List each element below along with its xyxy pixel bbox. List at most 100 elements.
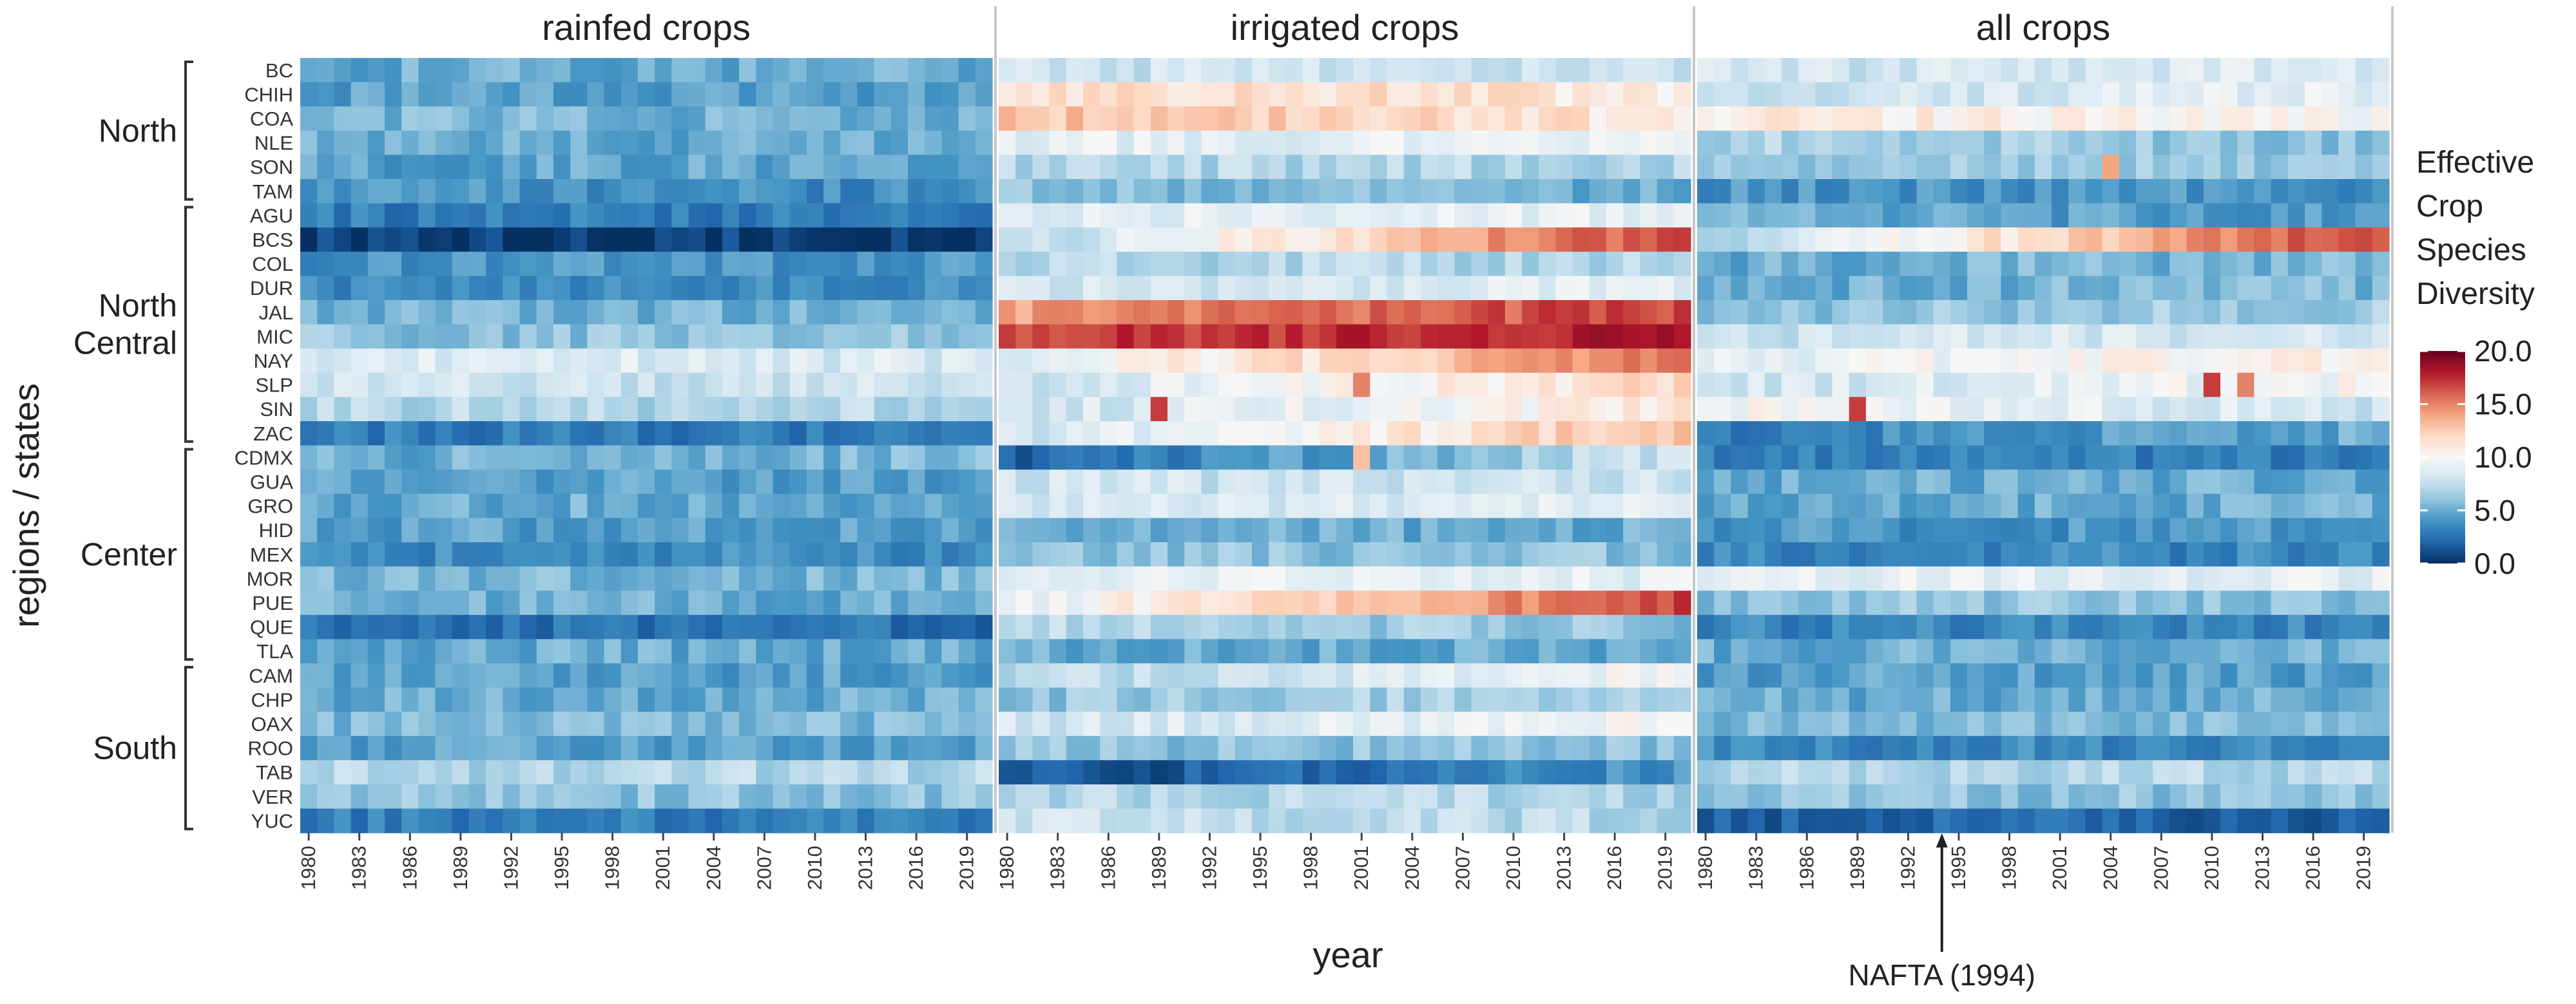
heat-cell bbox=[1865, 130, 1883, 155]
heat-cell bbox=[789, 58, 807, 83]
heat-cell bbox=[384, 324, 402, 349]
heat-cell bbox=[2237, 397, 2255, 422]
heat-cell bbox=[1916, 566, 1934, 591]
heat-cell bbox=[1899, 663, 1918, 688]
heat-cell bbox=[908, 130, 925, 155]
heat-cell bbox=[655, 493, 672, 518]
heat-cell bbox=[1082, 591, 1101, 616]
heat-cell bbox=[553, 808, 571, 833]
heat-cell bbox=[1100, 155, 1117, 180]
heat-cell bbox=[604, 663, 622, 688]
heat-cell bbox=[1697, 58, 1715, 83]
heat-cell bbox=[2136, 760, 2153, 785]
heat-cell bbox=[1403, 82, 1421, 107]
heat-cell bbox=[908, 155, 925, 180]
heat-cell bbox=[1387, 566, 1405, 591]
heat-cell bbox=[2220, 155, 2238, 180]
heat-cell bbox=[705, 542, 723, 567]
heat-cell bbox=[1539, 82, 1557, 107]
heat-cell bbox=[1251, 130, 1269, 155]
heat-cell bbox=[874, 542, 892, 567]
heat-cell bbox=[2119, 735, 2137, 761]
heat-cell bbox=[1336, 614, 1354, 639]
heat-cell bbox=[671, 566, 689, 591]
heat-cell bbox=[2085, 203, 2103, 228]
heat-cell bbox=[1522, 808, 1539, 833]
heat-cell bbox=[1781, 712, 1799, 737]
heat-cell bbox=[587, 421, 605, 446]
heat-cell bbox=[1471, 518, 1489, 543]
heat-cell bbox=[317, 542, 334, 567]
heat-cell bbox=[1387, 421, 1405, 446]
heat-cell bbox=[1319, 735, 1337, 761]
heat-cell bbox=[553, 493, 571, 518]
heat-cell bbox=[1066, 712, 1084, 737]
heat-cell bbox=[2068, 227, 2086, 252]
heat-cell bbox=[2085, 106, 2103, 131]
heat-cell bbox=[300, 639, 318, 664]
heat-cell bbox=[857, 227, 875, 252]
heat-cell bbox=[2203, 58, 2221, 83]
heat-cell bbox=[300, 179, 318, 204]
heat-cell bbox=[519, 58, 537, 83]
heat-cell bbox=[1100, 203, 1117, 228]
heat-cell bbox=[1657, 227, 1675, 252]
heat-cell bbox=[1673, 324, 1691, 349]
heat-cell bbox=[1781, 82, 1799, 107]
heat-cell bbox=[1437, 130, 1455, 155]
heat-cell bbox=[1201, 614, 1219, 639]
heat-cell bbox=[468, 179, 486, 204]
heat-cell bbox=[367, 155, 385, 180]
heat-cell bbox=[1167, 712, 1185, 737]
heat-cell bbox=[1150, 251, 1168, 276]
heat-cell bbox=[1899, 300, 1918, 325]
heat-cell bbox=[300, 687, 318, 712]
heat-cell bbox=[2119, 300, 2137, 325]
state-label: CHIH bbox=[244, 83, 293, 106]
heat-cell bbox=[1100, 760, 1117, 785]
heat-cell bbox=[1781, 518, 1799, 543]
heat-cell bbox=[722, 179, 740, 204]
heat-cell bbox=[739, 203, 756, 228]
heat-cell bbox=[1899, 808, 1918, 833]
heat-cell bbox=[823, 591, 841, 616]
heat-cell bbox=[1218, 639, 1236, 664]
heat-cell bbox=[486, 106, 503, 131]
heat-cell bbox=[2237, 735, 2255, 761]
heat-cell bbox=[2186, 518, 2204, 543]
heat-cell bbox=[2305, 324, 2322, 349]
heat-cell bbox=[1747, 155, 1765, 180]
heat-cell bbox=[739, 82, 756, 107]
heat-cell bbox=[2068, 542, 2086, 567]
heat-cell bbox=[1066, 614, 1084, 639]
heat-cell bbox=[1251, 735, 1269, 761]
heat-cell bbox=[300, 348, 318, 374]
heat-cell bbox=[468, 591, 486, 616]
heat-cell bbox=[2254, 639, 2272, 664]
heat-cell bbox=[2001, 58, 2019, 83]
heat-cell bbox=[705, 566, 723, 591]
heat-cell bbox=[1370, 663, 1388, 688]
heat-cell bbox=[1454, 566, 1472, 591]
heat-cell bbox=[1731, 493, 1749, 518]
heat-cell bbox=[1539, 712, 1557, 737]
heat-cell bbox=[503, 735, 521, 761]
heat-cell bbox=[1883, 469, 1900, 495]
heat-cell bbox=[1747, 469, 1765, 495]
heat-cell bbox=[317, 58, 334, 83]
heat-cell bbox=[1336, 687, 1354, 712]
heat-cell bbox=[401, 58, 419, 83]
heat-cell bbox=[1747, 445, 1765, 470]
heat-cell bbox=[2119, 445, 2137, 470]
heat-cell bbox=[620, 179, 639, 204]
heat-cell bbox=[2017, 421, 2035, 446]
heat-cell bbox=[1781, 542, 1799, 567]
heat-cell bbox=[384, 397, 402, 422]
heat-cell bbox=[2287, 179, 2305, 204]
heat-cell bbox=[2203, 687, 2221, 712]
heat-cell bbox=[1522, 179, 1539, 204]
heat-cell bbox=[1082, 639, 1101, 664]
heat-cell bbox=[2305, 614, 2322, 639]
heat-cell bbox=[1883, 760, 1900, 785]
heat-cell bbox=[468, 518, 486, 543]
